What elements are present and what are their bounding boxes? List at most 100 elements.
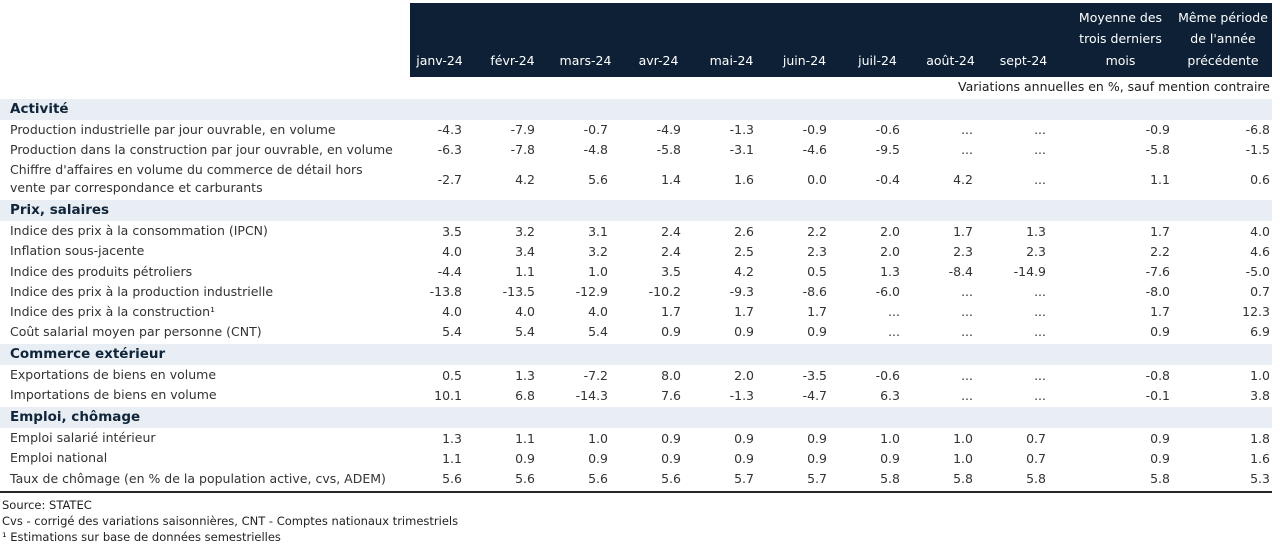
data-cell: ... [888, 324, 900, 340]
data-cell: -12.9 [575, 284, 608, 300]
section-title: Commerce extérieur [0, 342, 1272, 365]
data-cell: 1.7 [661, 304, 681, 320]
data-cell: 4.0 [442, 304, 462, 320]
data-cell: 12.3 [1242, 304, 1270, 320]
data-cell: 0.9 [588, 450, 608, 466]
table-row: Inflation sous-jacente 4.0 3.4 3.2 2.4 2.5 2.3… [0, 241, 1272, 261]
row-label: Chiffre d'affaires en volume du commerce… [10, 162, 363, 196]
data-cell: ... [1034, 387, 1046, 403]
column-header: mars-24 [556, 3, 629, 77]
table-row: Taux de chômage (en % de la population a… [0, 469, 1272, 489]
data-cell: 3.2 [515, 223, 535, 239]
data-cell: 0.5 [807, 264, 827, 280]
data-cell: 0.9 [880, 450, 900, 466]
data-cell: 3.1 [588, 223, 608, 239]
row-label: Taux de chômage (en % de la population a… [10, 470, 386, 486]
economic-indicators-table: janv-24 févr-24 mars-24 avr-24 mai-24 juin-24… [0, 3, 1272, 489]
data-cell: ... [961, 387, 973, 403]
section-header-row: Emploi, chômage [0, 405, 1272, 429]
data-cell: -13.5 [502, 284, 535, 300]
data-cell: 4.0 [442, 243, 462, 259]
unit-note-row: Variations annuelles en %, sauf mention … [0, 77, 1272, 98]
source-note: Source: STATEC [2, 497, 92, 512]
data-cell: -5.8 [1145, 142, 1170, 158]
data-cell: -8.4 [948, 264, 973, 280]
data-cell: -9.5 [875, 142, 900, 158]
table-row: Coût salarial moyen par personne (CNT) 5.… [0, 322, 1272, 343]
data-cell: 0.9 [807, 430, 827, 446]
data-cell: -1.3 [729, 122, 754, 138]
data-cell: 0.7 [1026, 450, 1046, 466]
data-cell: 5.6 [515, 471, 535, 487]
data-cell: -7.9 [510, 122, 535, 138]
data-cell: 0.9 [734, 450, 754, 466]
data-cell: 5.6 [588, 171, 608, 187]
data-cell: 1.7 [734, 304, 754, 320]
data-cell: 2.3 [1026, 243, 1046, 259]
data-cell: -14.3 [575, 387, 608, 403]
data-cell: 1.1 [515, 264, 535, 280]
data-cell: -0.6 [875, 367, 900, 383]
data-cell: -6.3 [437, 142, 462, 158]
data-cell: -1.5 [1245, 142, 1270, 158]
data-cell: 5.7 [734, 471, 754, 487]
data-cell: 1.8 [1250, 430, 1270, 446]
data-cell: 2.3 [807, 243, 827, 259]
row-label: Coût salarial moyen par personne (CNT) [10, 323, 262, 339]
abbreviations-note: Cvs - corrigé des variations saisonnière… [2, 513, 459, 528]
data-cell: 6.8 [515, 387, 535, 403]
data-cell: -4.6 [802, 142, 827, 158]
data-cell: 0.9 [661, 324, 681, 340]
data-cell: 0.9 [1150, 430, 1170, 446]
column-header: août-24 [921, 3, 994, 77]
data-cell: 1.0 [1250, 367, 1270, 383]
data-cell: 0.7 [1250, 284, 1270, 300]
row-label: Indice des prix à la consommation (IPCN) [10, 223, 268, 239]
data-cell: 2.0 [880, 223, 900, 239]
data-cell: 8.0 [661, 367, 681, 383]
column-header: sept-24 [994, 3, 1067, 77]
corner-cell [0, 3, 410, 77]
row-label: Emploi salarié intérieur [10, 430, 156, 446]
data-cell: 1.3 [515, 367, 535, 383]
data-cell: 4.0 [1250, 223, 1270, 239]
data-cell: 2.4 [661, 243, 681, 259]
data-cell: 3.2 [588, 243, 608, 259]
data-cell: 7.6 [661, 387, 681, 403]
section-header-row: Commerce extérieur [0, 342, 1272, 365]
data-cell: 1.6 [1250, 450, 1270, 466]
data-cell: 2.2 [1150, 243, 1170, 259]
data-cell: 1.3 [442, 430, 462, 446]
section-header-row: Activité [0, 96, 1272, 120]
data-cell: 5.4 [515, 324, 535, 340]
data-cell: -13.8 [429, 284, 462, 300]
data-cell: 1.0 [588, 430, 608, 446]
table-row: Indice des produits pétroliers -4.4 1.1 1.0… [0, 262, 1272, 282]
data-cell: 6.3 [880, 387, 900, 403]
data-cell: 5.6 [588, 471, 608, 487]
data-cell: 2.3 [953, 243, 973, 259]
row-label: Indice des produits pétroliers [10, 263, 193, 279]
data-cell: -0.6 [875, 122, 900, 138]
data-cell: 0.9 [807, 450, 827, 466]
data-cell: -3.5 [802, 367, 827, 383]
data-cell: 0.6 [1250, 171, 1270, 187]
data-cell: 1.0 [953, 450, 973, 466]
data-cell: -1.3 [729, 387, 754, 403]
data-cell: 1.3 [880, 264, 900, 280]
data-cell: 0.9 [734, 324, 754, 340]
data-cell: ... [1034, 367, 1046, 383]
data-cell: 5.8 [1026, 471, 1046, 487]
data-cell: -4.7 [802, 387, 827, 403]
section-title: Activité [0, 96, 1272, 120]
data-cell: ... [961, 142, 973, 158]
column-header: Moyenne des trois derniers mois [1067, 3, 1174, 77]
data-cell: 1.1 [442, 450, 462, 466]
column-header-row: janv-24 févr-24 mars-24 avr-24 mai-24 juin-24… [0, 3, 1272, 77]
data-cell: -8.0 [1145, 284, 1170, 300]
data-cell: ... [961, 304, 973, 320]
data-cell: 4.2 [734, 264, 754, 280]
data-cell: 5.6 [442, 471, 462, 487]
column-header: févr-24 [483, 3, 556, 77]
data-cell: ... [1034, 122, 1046, 138]
